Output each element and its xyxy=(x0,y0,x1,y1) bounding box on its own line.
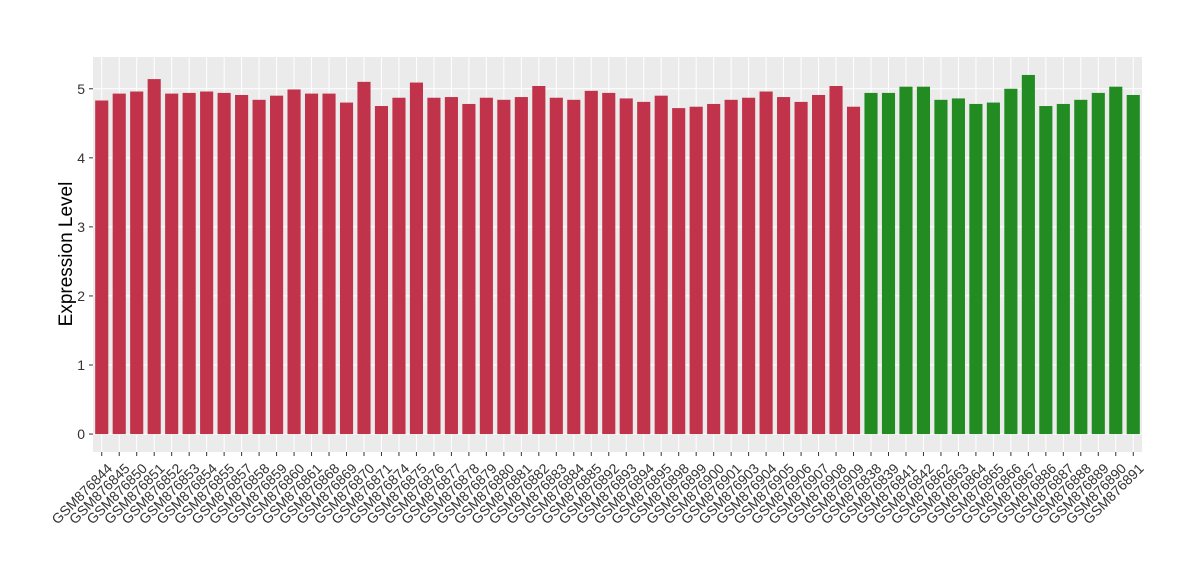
bar xyxy=(724,99,738,435)
bar xyxy=(1056,103,1070,435)
bar xyxy=(619,98,633,435)
bar xyxy=(881,92,896,435)
bar xyxy=(200,91,214,435)
bar xyxy=(165,93,179,435)
bar xyxy=(654,95,668,435)
bar xyxy=(497,99,511,435)
bar xyxy=(532,86,546,435)
bar xyxy=(1091,92,1105,435)
bar xyxy=(742,97,756,435)
bar xyxy=(1021,74,1035,435)
bar xyxy=(986,102,1000,435)
bar xyxy=(235,94,249,435)
bar xyxy=(112,93,126,435)
bar xyxy=(479,97,493,435)
bar xyxy=(444,97,458,435)
bar xyxy=(916,86,931,435)
y-tick-label: 1 xyxy=(77,357,85,373)
y-tick-label: 4 xyxy=(77,150,85,166)
bar xyxy=(357,81,371,435)
bar xyxy=(409,82,423,435)
bar xyxy=(707,103,721,435)
bar xyxy=(130,91,144,435)
bar xyxy=(759,91,773,435)
bar xyxy=(969,103,983,435)
bar xyxy=(829,86,843,435)
bar xyxy=(602,92,616,435)
bar xyxy=(1074,99,1088,435)
bar xyxy=(392,97,406,435)
bar xyxy=(549,97,563,435)
bar xyxy=(1004,88,1018,435)
bar xyxy=(584,90,598,435)
bar xyxy=(1126,94,1140,435)
bar xyxy=(794,101,808,435)
bar xyxy=(427,97,441,435)
y-axis-label: Expression Level xyxy=(56,182,77,327)
bar xyxy=(322,93,336,435)
plot-panel xyxy=(93,57,1142,452)
bar xyxy=(182,92,196,435)
bar xyxy=(462,103,476,435)
bar xyxy=(1109,86,1123,435)
bar xyxy=(812,94,826,435)
bar xyxy=(217,92,231,435)
bar xyxy=(1039,106,1053,435)
bar xyxy=(304,93,319,435)
bar xyxy=(846,106,861,435)
bar xyxy=(689,106,703,435)
y-tick-label: 3 xyxy=(77,219,85,235)
y-tick-label: 2 xyxy=(77,288,85,304)
bar xyxy=(934,99,948,435)
bar xyxy=(270,95,284,435)
bar xyxy=(567,99,581,435)
bar xyxy=(951,98,965,435)
bar xyxy=(147,79,161,435)
bar xyxy=(864,92,878,435)
bar xyxy=(514,97,528,435)
bar xyxy=(637,101,651,435)
bar xyxy=(374,106,389,435)
bar xyxy=(899,86,913,435)
y-tick-label: 5 xyxy=(77,81,85,97)
bar xyxy=(252,99,266,435)
bar xyxy=(287,89,301,435)
bar xyxy=(777,97,791,435)
y-tick-label: 0 xyxy=(77,426,85,442)
bar xyxy=(95,100,109,435)
bar xyxy=(672,108,686,435)
bar xyxy=(339,102,354,435)
